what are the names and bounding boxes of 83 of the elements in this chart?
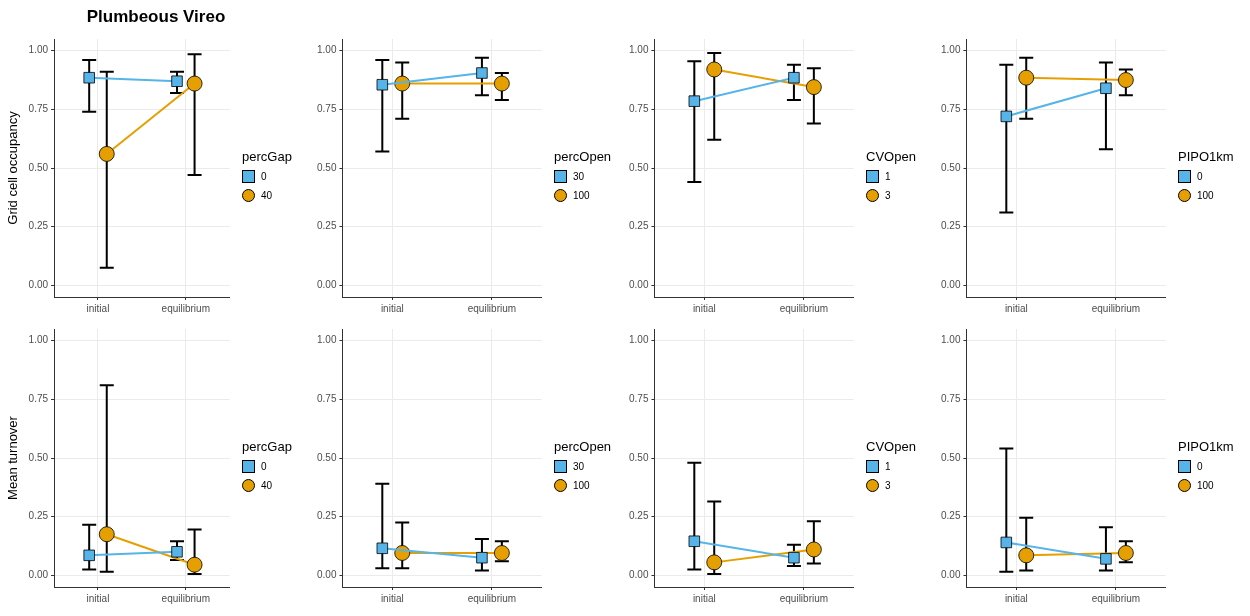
- legend-title: percOpen: [554, 438, 612, 454]
- x-tick-label: equilibrium: [467, 302, 517, 314]
- y-tick-label: 0.25: [316, 510, 337, 522]
- y-tick-label: 0.25: [940, 220, 961, 232]
- y-tick-label: 0.75: [316, 103, 337, 115]
- y-tick-label: 0.75: [940, 103, 961, 115]
- legend-title: CVOpen: [866, 148, 916, 164]
- y-tick-label: 0.25: [28, 220, 49, 232]
- x-tick-label: equilibrium: [161, 302, 210, 314]
- legend-title: percGap: [242, 148, 292, 164]
- x-tick-label: initial: [86, 592, 110, 604]
- y-tick-label: 1.00: [28, 44, 49, 56]
- legend-label: 3: [885, 479, 891, 491]
- legend-label: 100: [1197, 189, 1214, 201]
- y-tick-label: 0.75: [28, 393, 49, 405]
- y-tick-label: 0.50: [940, 161, 961, 173]
- x-tick-label: equilibrium: [161, 592, 210, 604]
- x-tick-label: initial: [692, 302, 716, 314]
- y-tick-label: 0.25: [628, 510, 649, 522]
- legend-title: percGap: [242, 438, 292, 454]
- y-tick-label: 1.00: [940, 44, 961, 56]
- y-tick-label: 1.00: [316, 334, 337, 346]
- y-tick-label: 0.75: [628, 103, 649, 115]
- y-tick-label: 0.00: [628, 569, 649, 581]
- y-tick-label: 0.00: [28, 569, 49, 581]
- y-tick-label: 0.25: [316, 220, 337, 232]
- legend-label: 30: [573, 170, 585, 182]
- x-tick-label: initial: [380, 592, 404, 604]
- legend-label: 3: [885, 189, 891, 201]
- y-tick-label: 0.50: [628, 451, 649, 463]
- y-tick-label: 1.00: [940, 334, 961, 346]
- legend-label: 1: [885, 170, 891, 182]
- y-tick-label: 0.50: [316, 161, 337, 173]
- y-tick-label: 0.50: [316, 451, 337, 463]
- y-tick-label: 0.75: [316, 393, 337, 405]
- y-tick-label: 0.50: [940, 451, 961, 463]
- x-tick-label: equilibrium: [1091, 592, 1141, 604]
- y-tick-label: 0.75: [28, 103, 49, 115]
- y-tick-label: 0.25: [28, 510, 49, 522]
- y-tick-label: 0.50: [28, 161, 49, 173]
- y-tick-label: 1.00: [28, 334, 49, 346]
- y-tick-label: 0.00: [940, 279, 961, 291]
- x-tick-label: initial: [1004, 302, 1028, 314]
- x-tick-label: initial: [1004, 592, 1028, 604]
- y-tick-label: 0.00: [628, 279, 649, 291]
- legend-label: 40: [261, 189, 273, 201]
- legend-title: PIPO1km: [1178, 438, 1234, 454]
- legend-title: PIPO1km: [1178, 148, 1234, 164]
- legend-label: 100: [573, 479, 590, 491]
- legend-title: percOpen: [554, 148, 612, 164]
- legend-label: 1: [885, 460, 891, 472]
- chart-title: Plumbeous Vireo: [85, 6, 227, 28]
- legend-label: 0: [1197, 460, 1203, 472]
- y-tick-label: 0.50: [628, 161, 649, 173]
- y-tick-label: 0.25: [940, 510, 961, 522]
- y-tick-label: 0.00: [316, 569, 337, 581]
- x-tick-label: initial: [692, 592, 716, 604]
- legend-label: 100: [573, 189, 590, 201]
- x-tick-label: equilibrium: [1091, 302, 1141, 314]
- legend-title: CVOpen: [866, 438, 916, 454]
- legend-label: 0: [261, 170, 267, 182]
- x-tick-label: equilibrium: [467, 592, 517, 604]
- y-tick-label: 1.00: [316, 44, 337, 56]
- y-tick-label: 0.50: [28, 451, 49, 463]
- y-tick-label: 0.25: [628, 220, 649, 232]
- y-tick-label: 0.75: [628, 393, 649, 405]
- y-tick-label: 1.00: [628, 334, 649, 346]
- y-tick-label: 0.00: [28, 279, 49, 291]
- legend-label: 0: [1197, 170, 1203, 182]
- y-tick-label: 0.00: [940, 569, 961, 581]
- legend-label: 30: [573, 460, 585, 472]
- y-tick-label: 0.75: [940, 393, 961, 405]
- legend-label: 40: [261, 479, 273, 491]
- y-axis-title: Grid cell occupancy: [5, 110, 21, 225]
- y-axis-title: Mean turnover: [5, 415, 21, 500]
- legend-label: 100: [1197, 479, 1214, 491]
- x-tick-label: equilibrium: [779, 302, 829, 314]
- y-tick-label: 1.00: [628, 44, 649, 56]
- legend-label: 0: [261, 460, 267, 472]
- x-tick-label: initial: [86, 302, 110, 314]
- x-tick-label: initial: [380, 302, 404, 314]
- y-tick-label: 0.00: [316, 279, 337, 291]
- x-tick-label: equilibrium: [779, 592, 829, 604]
